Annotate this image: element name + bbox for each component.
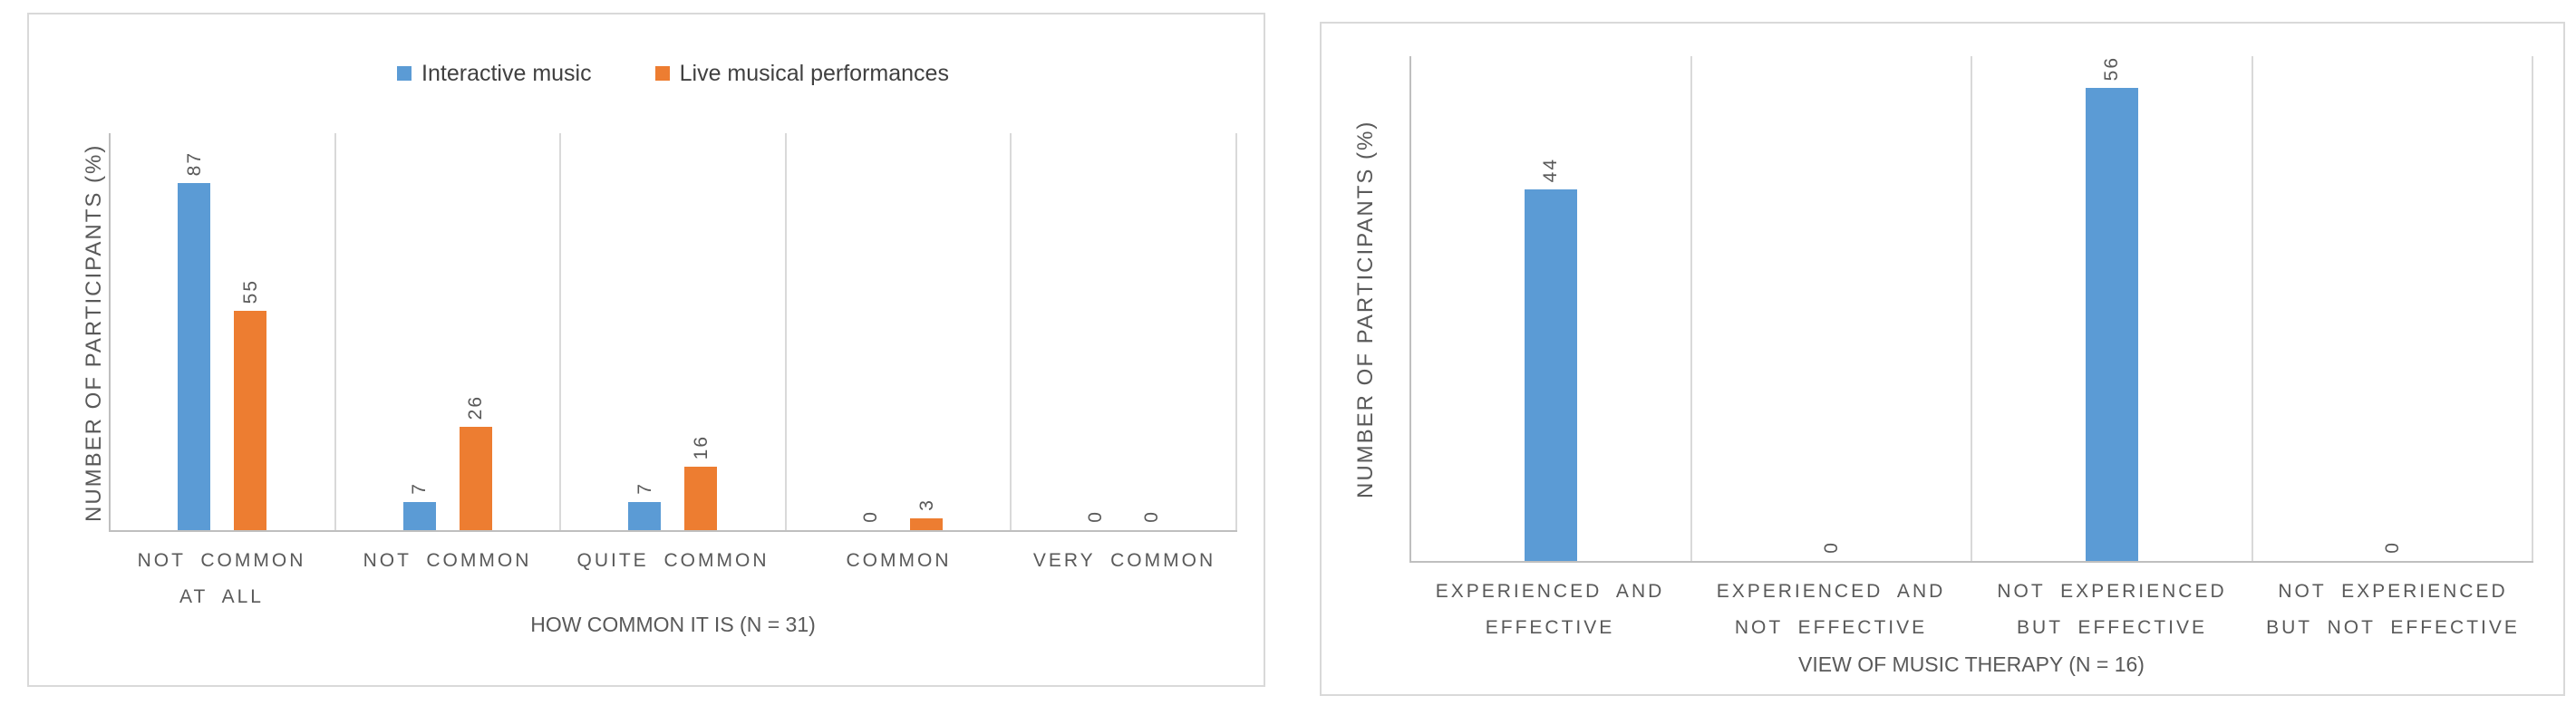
legend-swatch-blue bbox=[397, 66, 412, 81]
data-label: 0 bbox=[859, 510, 881, 523]
legend-item-live-performances: Live musical performances bbox=[654, 60, 949, 87]
data-label: 87 bbox=[183, 150, 205, 176]
y-axis-title: NUMBER OF PARTICIPANTS (%) bbox=[82, 143, 106, 522]
category-label: NOT EXPERIENCED BUT NOT EFFECTIVE bbox=[2266, 581, 2520, 638]
bar bbox=[2085, 88, 2138, 561]
data-label: 55 bbox=[239, 278, 261, 304]
data-label: 44 bbox=[1540, 157, 1562, 182]
legend-item-interactive-music: Interactive music bbox=[397, 61, 592, 87]
data-label: 16 bbox=[690, 434, 712, 459]
legend-swatch-orange bbox=[654, 66, 670, 81]
legend: Interactive music Live musical performan… bbox=[109, 58, 1237, 89]
chart-panel-how-common: Interactive music Live musical performan… bbox=[27, 13, 1265, 687]
plot-area: 44 0 56 0 bbox=[1409, 56, 2533, 563]
category-labels: EXPERIENCED AND EFFECTIVE EXPERIENCED AND… bbox=[1409, 574, 2533, 646]
y-axis-title: NUMBER OF PARTICIPANTS (%) bbox=[1353, 120, 1378, 499]
category-column: 0 bbox=[1692, 56, 1972, 561]
data-label: 0 bbox=[1141, 510, 1163, 523]
category-column: 0 bbox=[2253, 56, 2533, 561]
category-labels: NOT COMMON AT ALL NOT COMMON QUITE COMMON C… bbox=[109, 543, 1237, 615]
data-label: 3 bbox=[915, 498, 937, 511]
legend-label: Live musical performances bbox=[679, 60, 949, 86]
data-label: 56 bbox=[2101, 56, 2123, 82]
chart-panel-music-therapy: NUMBER OF PARTICIPANTS (%) 44 0 56 0 EXPERI… bbox=[1320, 22, 2565, 696]
category-label: QUITE COMMON bbox=[576, 550, 770, 571]
data-label: 26 bbox=[465, 394, 487, 420]
data-label: 7 bbox=[409, 482, 431, 495]
bar bbox=[234, 311, 267, 530]
x-axis-title: HOW COMMON IT IS (N = 31) bbox=[530, 613, 816, 636]
bar bbox=[1524, 189, 1577, 561]
category-label: VERY COMMON bbox=[1032, 550, 1216, 571]
x-axis-title: VIEW OF MUSIC THERAPY (N = 16) bbox=[1798, 652, 2145, 676]
bar bbox=[178, 183, 211, 530]
category-label: NOT COMMON AT ALL bbox=[137, 550, 306, 607]
data-label: 0 bbox=[1820, 541, 1842, 554]
legend-label: Interactive music bbox=[421, 60, 592, 86]
bar bbox=[402, 502, 436, 530]
category-label: NOT COMMON bbox=[363, 550, 532, 571]
plot-area: 87 55 7 26 7 16 0 3 0 0 bbox=[109, 133, 1237, 532]
category-column: 44 bbox=[1411, 56, 1692, 561]
data-label: 0 bbox=[1085, 510, 1107, 523]
category-column: 87 55 bbox=[111, 133, 336, 530]
category-label: NOT EXPERIENCED BUT EFFECTIVE bbox=[1997, 581, 2227, 638]
category-column: 7 26 bbox=[336, 133, 562, 530]
bar bbox=[910, 518, 944, 530]
category-label: COMMON bbox=[846, 550, 952, 571]
category-column: 7 16 bbox=[561, 133, 787, 530]
bar bbox=[684, 467, 718, 530]
category-label: EXPERIENCED AND EFFECTIVE bbox=[1435, 581, 1665, 638]
category-label: EXPERIENCED AND NOT EFFECTIVE bbox=[1716, 581, 1946, 638]
category-column: 56 bbox=[1972, 56, 2253, 561]
bar bbox=[628, 502, 662, 530]
bar bbox=[459, 427, 492, 530]
data-label: 0 bbox=[2381, 541, 2403, 554]
data-label: 7 bbox=[634, 482, 655, 495]
